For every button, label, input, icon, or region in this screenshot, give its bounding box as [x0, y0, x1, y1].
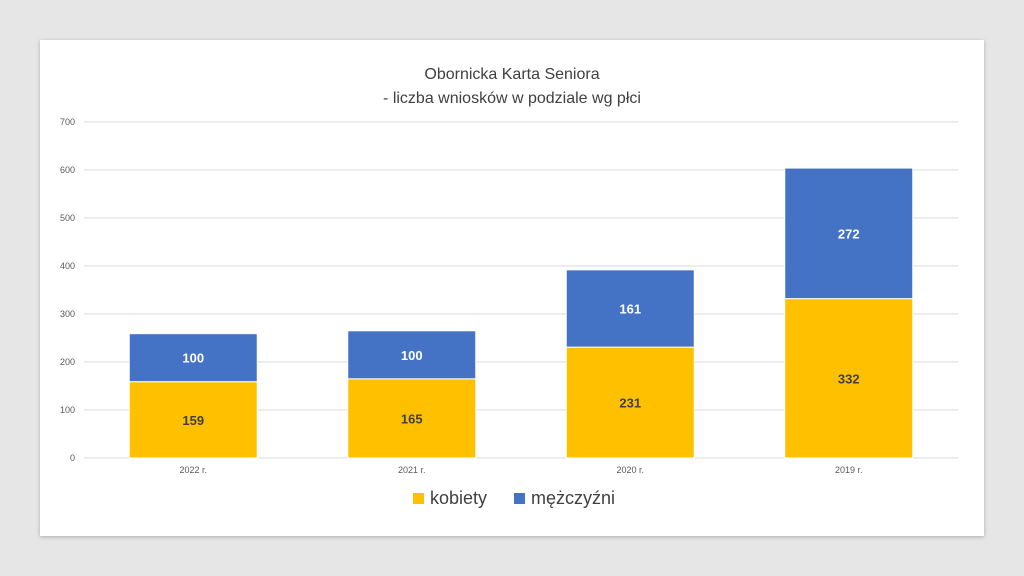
legend-swatch — [413, 493, 424, 504]
x-category-label: 2022 r. — [179, 465, 207, 475]
y-tick-label: 100 — [60, 405, 75, 415]
y-tick-label: 600 — [60, 165, 75, 175]
bar-mezczyzni — [565, 269, 695, 348]
bar-kobiety — [565, 346, 695, 459]
y-tick-label: 200 — [60, 357, 75, 367]
y-tick-label: 0 — [70, 453, 75, 463]
legend-label: mężczyźni — [531, 488, 615, 508]
slide: Obornicka Karta Seniora - liczba wnioskó… — [40, 40, 984, 536]
data-label: 332 — [838, 371, 860, 386]
y-tick-label: 500 — [60, 213, 75, 223]
chart-subtitle: - liczba wniosków w podziale wg płci — [383, 90, 641, 107]
bar-mezczyzni — [784, 167, 914, 300]
x-category-label: 2019 r. — [835, 465, 863, 475]
chart-title: Obornicka Karta Seniora — [424, 66, 599, 83]
y-tick-label: 400 — [60, 261, 75, 271]
bars: 159 100 165 100 231 161 332 272 — [128, 167, 914, 459]
data-label: 100 — [401, 348, 423, 363]
y-axis-ticks: 0 100 200 300 400 500 600 700 — [60, 117, 75, 463]
x-category-label: 2020 r. — [616, 465, 644, 475]
y-tick-label: 300 — [60, 309, 75, 319]
data-label: 231 — [619, 396, 641, 411]
stacked-bar-chart: Obornicka Karta Seniora - liczba wnioskó… — [60, 66, 958, 508]
x-category-label: 2021 r. — [398, 465, 426, 475]
legend: kobiety mężczyźni — [413, 488, 615, 508]
bar-kobiety — [128, 381, 258, 459]
legend-label: kobiety — [430, 488, 487, 508]
data-label: 100 — [182, 351, 204, 366]
x-axis-categories: 2022 r. 2021 r. 2020 r. 2019 r. — [179, 465, 862, 475]
data-label: 165 — [401, 411, 423, 426]
y-tick-label: 700 — [60, 117, 75, 127]
bar-mezczyzni — [128, 333, 258, 383]
data-label: 159 — [182, 413, 204, 428]
bar-mezczyzni — [347, 330, 477, 380]
data-label: 161 — [619, 301, 641, 316]
bar-kobiety — [347, 378, 477, 459]
data-label: 272 — [838, 226, 860, 241]
legend-swatch — [514, 493, 525, 504]
